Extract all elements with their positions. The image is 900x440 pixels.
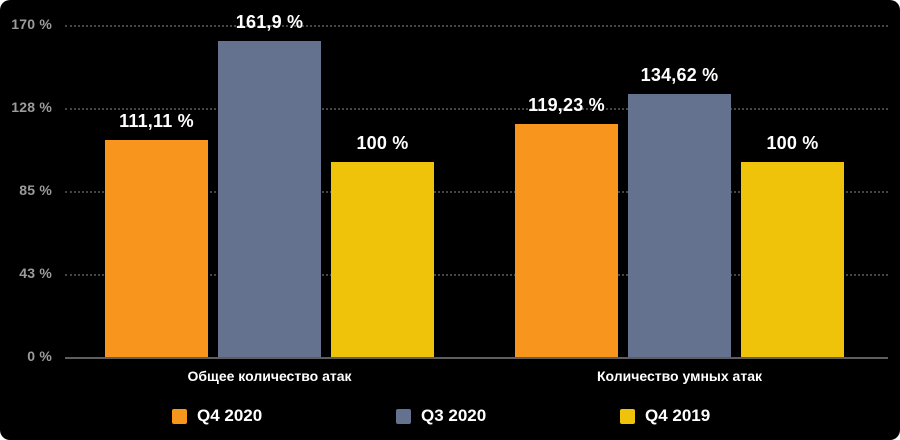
bar-value-label: 134,62 % xyxy=(640,65,719,86)
legend-item-q4-2020: Q4 2020 xyxy=(172,404,262,428)
bar-q4-2019-group-1 xyxy=(741,161,844,357)
legend-item-q4-2019: Q4 2019 xyxy=(620,404,710,428)
bar-value-label: 111,11 % xyxy=(119,111,194,132)
bar-value-label: 161,9 % xyxy=(235,11,304,32)
legend-label: Q4 2019 xyxy=(645,406,711,425)
bar-value-label: 100 % xyxy=(766,132,819,153)
y-axis-tick-label: 43 % xyxy=(19,265,52,281)
bar-q4-2020-group-0 xyxy=(105,140,208,357)
bar-q3-2020-group-1 xyxy=(628,94,731,357)
bar-value-label: 119,23 % xyxy=(528,95,605,116)
y-axis-tick-label: 85 % xyxy=(19,182,52,198)
legend-swatch-icon xyxy=(620,408,635,424)
legend-item-q3-2020: Q3 2020 xyxy=(396,404,486,428)
legend: Q4 2020 Q3 2020 Q4 2019 xyxy=(0,404,900,428)
plot-area: 111,11 % 161,9 % 100 % 119,23 % 134,62 % 100 … xyxy=(65,12,888,359)
gridline xyxy=(65,274,888,276)
bar-q4-2019-group-0 xyxy=(331,161,434,357)
gridline xyxy=(65,25,888,27)
category-label-group-1: Количество умных атак xyxy=(597,368,762,384)
legend-label: Q4 2020 xyxy=(197,406,263,425)
bar-value-label: 100 % xyxy=(356,132,409,153)
x-axis-baseline xyxy=(65,357,888,359)
bar-q4-2020-group-1 xyxy=(515,124,618,357)
legend-label: Q3 2020 xyxy=(421,406,487,425)
legend-swatch-icon xyxy=(172,408,187,424)
bar-q3-2020-group-0 xyxy=(218,40,321,357)
y-axis-tick-label: 0 % xyxy=(27,348,52,364)
gridline xyxy=(65,108,888,110)
legend-swatch-icon xyxy=(396,408,411,424)
gridline xyxy=(65,191,888,193)
y-axis-tick-label: 170 % xyxy=(11,16,52,32)
y-axis-tick-label: 128 % xyxy=(11,99,52,115)
category-label-group-0: Общее количество атак xyxy=(187,368,352,384)
